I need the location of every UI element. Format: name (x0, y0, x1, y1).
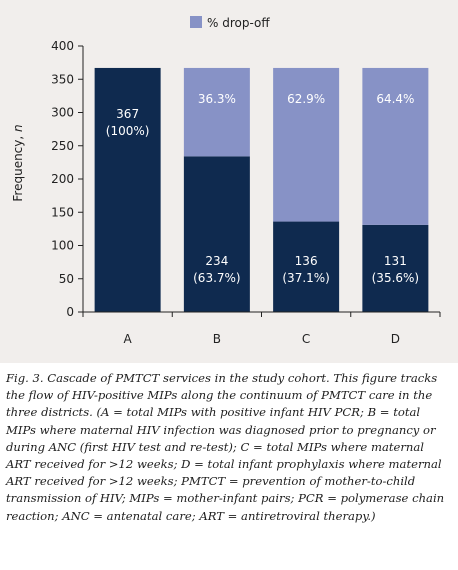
bar-data-label: (37.1%) (282, 271, 329, 285)
y-tick-label: 0 (66, 305, 74, 319)
x-axis: A B C D (82, 311, 441, 346)
bar-data-label: 131 (384, 254, 407, 268)
legend-swatch (190, 16, 202, 28)
y-tick-label: 50 (59, 272, 74, 286)
bar-data-label: 367 (116, 107, 139, 121)
bar-drop-off (362, 67, 429, 225)
bar-retained (94, 67, 161, 312)
chart-canvas: 0 50 100 150 200 250 300 350 400 367 (100%) 234 (63… (11, 16, 441, 346)
bar-retained (273, 221, 340, 312)
bar-drop-off-label: 64.4% (376, 92, 414, 106)
legend-label: % drop-off (207, 16, 270, 30)
bar-data-label: 234 (205, 254, 228, 268)
bar-data-label: (63.7%) (193, 271, 240, 285)
bar-data-label: 136 (295, 254, 318, 268)
y-tick-label: 350 (51, 72, 74, 86)
x-tick-label: A (124, 332, 133, 346)
bar-data-label: (35.6%) (372, 271, 419, 285)
x-tick-label: D (391, 332, 400, 346)
x-tick-label: B (213, 332, 221, 346)
y-tick-label: 400 (51, 39, 74, 53)
y-tick-label: 150 (51, 205, 74, 219)
chart-figure: 0 50 100 150 200 250 300 350 400 367 (100%) 234 (63… (0, 0, 458, 363)
y-axis: 0 50 100 150 200 250 300 350 400 (51, 39, 84, 319)
bar-data-label: (100%) (106, 124, 150, 138)
bar-drop-off-label: 36.3% (198, 92, 236, 106)
bars: 367 (100%) 234 (63.7%) 36.3% 136 (37.1%) 62.9% 1… (94, 67, 429, 312)
y-tick-label: 250 (51, 139, 74, 153)
bar-retained (362, 224, 429, 312)
bar-drop-off (273, 67, 340, 222)
y-tick-label: 200 (51, 172, 74, 186)
y-tick-label: 300 (51, 106, 74, 120)
bar-drop-off-label: 62.9% (287, 92, 325, 106)
legend: % drop-off (190, 16, 270, 30)
figure-caption: Fig. 3. Cascade of PMTCT services in the… (6, 371, 445, 523)
y-axis-label: Frequency, n (11, 124, 25, 201)
bar-retained (183, 156, 250, 312)
x-tick-label: C (302, 332, 310, 346)
y-tick-label: 100 (51, 239, 74, 253)
bar-drop-off (183, 67, 250, 157)
